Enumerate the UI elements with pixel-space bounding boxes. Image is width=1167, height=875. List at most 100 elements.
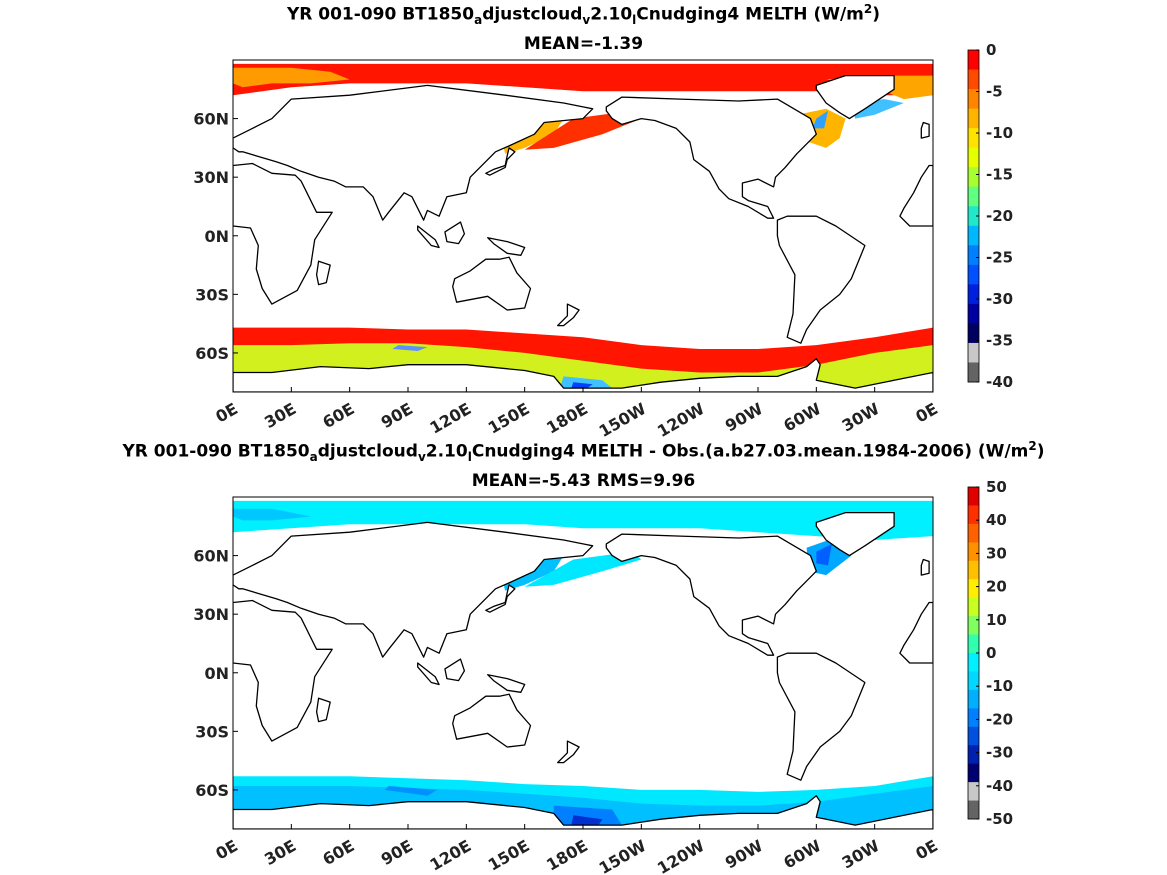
land-uk xyxy=(920,558,930,576)
x-tick-label: 180E xyxy=(543,836,591,875)
y-tick-label: 0N xyxy=(204,664,229,683)
panel-melth-minus-obs: YR 001-090 BT1850adjustcloudv2.10lCnudgi… xyxy=(0,437,1167,875)
map-area xyxy=(233,497,933,829)
colorbar-segment xyxy=(968,206,979,227)
colorbar-tick-label: 0 xyxy=(986,644,996,662)
colorbar-segment xyxy=(968,523,979,543)
x-tick-label: 120E xyxy=(426,399,474,437)
x-tick-label: 0E xyxy=(212,399,241,426)
x-tick-label: 30W xyxy=(839,836,883,873)
y-tick-label: 30N xyxy=(193,605,229,624)
land-sumatra xyxy=(417,662,440,686)
colorbar-tick-label: 30 xyxy=(986,544,1007,562)
y-tick-label: 30N xyxy=(193,168,229,187)
land-borneo xyxy=(444,221,466,245)
colorbar-tick-label: -30 xyxy=(986,744,1013,762)
arctic-ice-field xyxy=(233,67,350,88)
x-tick-label: 30E xyxy=(261,836,299,869)
colorbar-tick-label: -35 xyxy=(986,332,1013,350)
land-namerica xyxy=(605,533,817,656)
land-japan xyxy=(485,147,516,176)
x-tick-label: 150E xyxy=(485,399,533,437)
colorbar-tick-label: -30 xyxy=(986,290,1013,308)
colorbar-tick-label: -10 xyxy=(986,677,1013,695)
x-tick-label: 90E xyxy=(378,399,416,432)
colorbar-segment xyxy=(968,560,979,580)
land-westAfrica xyxy=(899,164,933,227)
colorbar-segment xyxy=(968,108,979,129)
colorbar-segment xyxy=(968,69,979,90)
colorbar-segment xyxy=(968,689,979,709)
colorbar-segment xyxy=(968,597,979,617)
colorbar-tick-label: -10 xyxy=(986,124,1013,142)
map-plot: 0E 30E 60E 90E 120E 150E 180E 150W 120W 90W 60W 30W… xyxy=(193,478,1013,875)
colorbar-segment xyxy=(968,245,979,266)
x-tick-label: 120W xyxy=(654,399,708,437)
labrador-ice xyxy=(812,110,828,129)
land-eurasia xyxy=(233,84,594,221)
chart-title: YR 001-090 BT1850adjustcloudv2.10lCnudgi… xyxy=(286,2,881,28)
southern-ice-field xyxy=(392,345,428,351)
chart-subtitle: MEAN=-1.39 xyxy=(523,34,644,54)
pacific-ice-edge xyxy=(524,110,642,150)
land-nz xyxy=(557,303,580,327)
colorbar-segment xyxy=(968,487,979,506)
land-samerica xyxy=(776,215,866,344)
colorbar-tick-label: -50 xyxy=(986,810,1013,828)
colorbar-tick-label: 10 xyxy=(986,611,1007,629)
land-sumatra xyxy=(417,225,440,249)
x-tick-label: 0E xyxy=(212,836,241,863)
colorbar-segment xyxy=(968,89,979,110)
land-samerica xyxy=(776,652,866,781)
colorbar-tick-label: 0 xyxy=(986,41,996,59)
land-newguinea xyxy=(487,237,526,256)
y-tick-label: 60S xyxy=(195,344,229,363)
land-africa xyxy=(233,599,333,742)
x-tick-label: 60W xyxy=(780,836,824,873)
pacific-anomaly xyxy=(524,551,642,587)
colorbar-segment xyxy=(968,147,979,168)
x-tick-label: 180E xyxy=(543,399,591,437)
x-tick-label: 150W xyxy=(596,399,650,437)
southern-anomaly xyxy=(384,786,438,796)
colorbar-tick-label: -15 xyxy=(986,166,1013,184)
colorbar-tick-label: -25 xyxy=(986,249,1013,267)
y-tick-label: 0N xyxy=(204,227,229,246)
x-tick-label: 30W xyxy=(839,399,883,436)
x-tick-label: 150E xyxy=(485,836,533,875)
colorbar-segment xyxy=(968,362,979,383)
land-australia xyxy=(452,256,532,311)
colorbar-segment xyxy=(968,323,979,344)
southern-anomaly xyxy=(571,815,603,826)
panel-melth: YR 001-090 BT1850adjustcloudv2.10lCnudgi… xyxy=(0,0,1167,437)
land-australia xyxy=(452,693,532,748)
arctic-anomaly xyxy=(233,500,933,540)
colorbar-segment xyxy=(968,653,979,672)
arctic-ice-field xyxy=(233,63,933,96)
x-tick-label: 30E xyxy=(261,399,299,432)
colorbar-segment xyxy=(968,284,979,305)
colorbar-segment xyxy=(968,225,979,246)
colorbar-segment xyxy=(968,579,979,599)
y-tick-label: 30S xyxy=(195,722,229,741)
land-nz xyxy=(557,740,580,764)
land-madagascar xyxy=(315,260,331,286)
arctic-anomaly xyxy=(233,508,311,521)
y-tick-label: 60N xyxy=(193,547,229,566)
land-uk xyxy=(920,121,930,139)
y-tick-label: 30S xyxy=(195,285,229,304)
colorbar-segment xyxy=(968,763,979,783)
colorbar-tick-label: 20 xyxy=(986,578,1007,596)
colorbar-segment xyxy=(968,800,979,820)
x-tick-label: 90W xyxy=(722,399,766,436)
map-plot: 0E 30E 60E 90E 120E 150E 180E 150W 120W 90W 60W 30W… xyxy=(193,41,1013,437)
land-borneo xyxy=(444,658,466,682)
colorbar-segment xyxy=(968,505,979,525)
y-tick-label: 60S xyxy=(195,781,229,800)
colorbar-tick-label: -20 xyxy=(986,710,1013,728)
x-tick-label: 60E xyxy=(319,836,357,869)
colorbar-segment xyxy=(968,264,979,285)
southern-ice-field xyxy=(571,382,593,389)
land-namerica xyxy=(605,96,817,219)
colorbar-segment xyxy=(968,50,979,71)
